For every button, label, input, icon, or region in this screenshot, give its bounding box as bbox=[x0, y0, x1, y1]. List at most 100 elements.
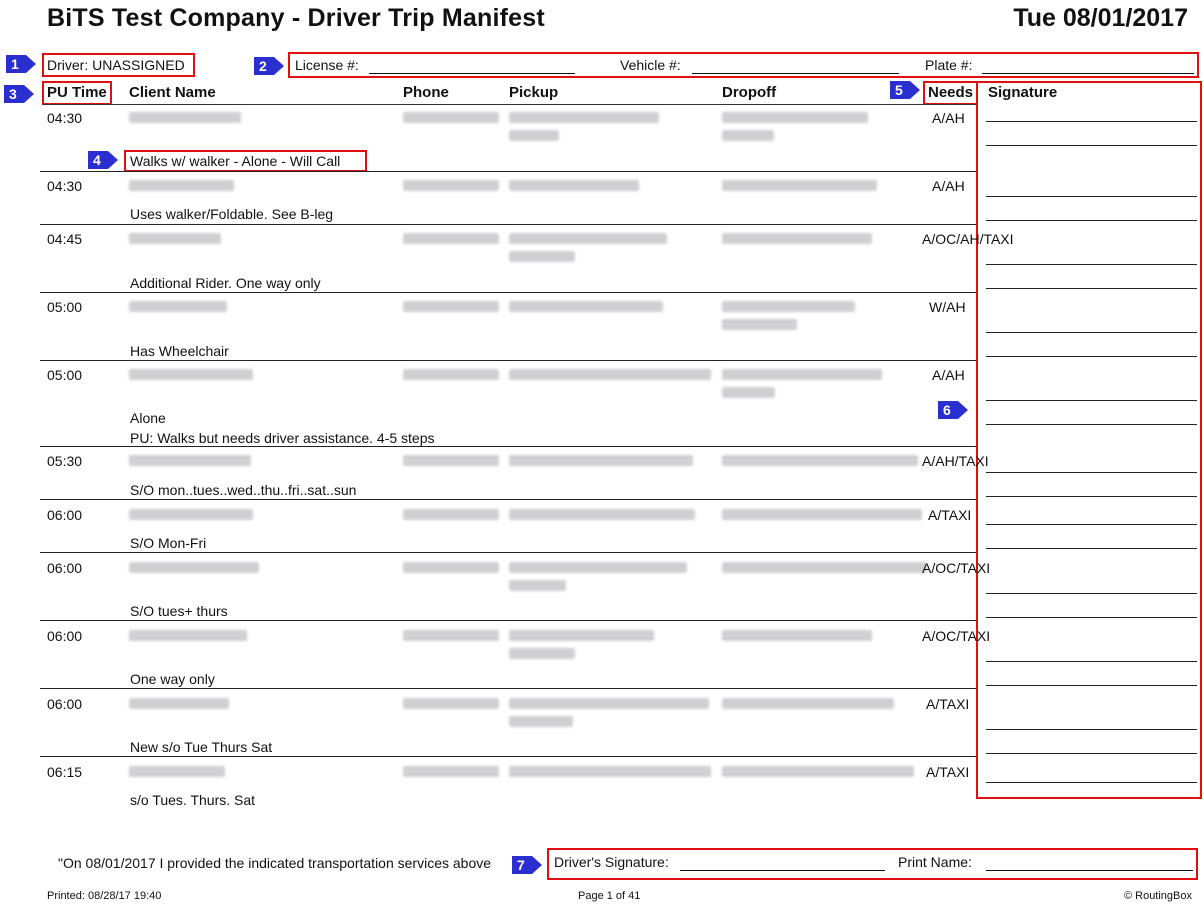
driver-label: Driver: UNASSIGNED bbox=[47, 57, 185, 73]
phone-redacted bbox=[403, 766, 499, 777]
signature-line bbox=[986, 400, 1197, 401]
pickup-redacted bbox=[509, 369, 711, 380]
trip-needs: A/TAXI bbox=[926, 696, 970, 712]
driver-signature-label: Driver's Signature: bbox=[554, 854, 669, 870]
signature-line bbox=[986, 496, 1197, 497]
signature-line bbox=[986, 753, 1197, 754]
signature-line bbox=[986, 332, 1197, 333]
trip-note: s/o Tues. Thurs. Sat bbox=[130, 792, 256, 808]
trip-time: 06:00 bbox=[47, 507, 83, 523]
dropoff-redacted-2 bbox=[722, 130, 774, 141]
callout-arrow-icon-6: 6 bbox=[938, 400, 968, 420]
col-phone: Phone bbox=[403, 84, 449, 101]
trip-time: 05:00 bbox=[47, 367, 83, 383]
trip-needs: A/AH/TAXI bbox=[922, 453, 989, 469]
dropoff-redacted bbox=[722, 630, 872, 641]
vehicle-line bbox=[692, 72, 899, 74]
manifest-date: Tue 08/01/2017 bbox=[1013, 4, 1188, 32]
dropoff-redacted bbox=[722, 112, 868, 123]
trip-time: 05:30 bbox=[47, 453, 83, 469]
trip-note: S/O mon..tues..wed..thu..fri..sat..sun bbox=[130, 482, 357, 498]
row-separator bbox=[40, 499, 976, 500]
client-name-redacted bbox=[129, 455, 251, 466]
signature-line bbox=[986, 685, 1197, 686]
phone-redacted bbox=[403, 180, 499, 191]
vehicle-label: Vehicle #: bbox=[620, 57, 681, 73]
callout-arrow-icon-7: 7 bbox=[512, 855, 542, 875]
callout-number: 2 bbox=[259, 58, 267, 74]
pickup-redacted-2 bbox=[509, 648, 575, 659]
trip-needs: A/OC/TAXI bbox=[922, 560, 991, 576]
dropoff-redacted-2 bbox=[722, 387, 775, 398]
callout-number: 3 bbox=[9, 86, 17, 102]
signature-line bbox=[986, 220, 1197, 221]
trip-time: 06:00 bbox=[47, 628, 83, 644]
driver-highlight-box bbox=[42, 53, 195, 77]
trip-note: Additional Rider. One way only bbox=[130, 275, 321, 291]
signature-line bbox=[986, 548, 1197, 549]
client-name-redacted bbox=[129, 630, 247, 641]
row-separator bbox=[40, 171, 976, 172]
dropoff-redacted bbox=[722, 766, 914, 777]
client-name-redacted bbox=[129, 180, 234, 191]
driver-signature-highlight-box bbox=[547, 848, 1198, 880]
signature-line bbox=[986, 472, 1197, 473]
callout-arrow-icon-4: 4 bbox=[88, 150, 118, 170]
row-separator bbox=[40, 552, 976, 553]
pickup-redacted bbox=[509, 112, 659, 123]
signature-line bbox=[986, 121, 1197, 122]
callout-arrow-icon-5: 5 bbox=[890, 80, 920, 100]
trip-time: 06:00 bbox=[47, 696, 83, 712]
phone-redacted bbox=[403, 233, 499, 244]
header-rule bbox=[43, 104, 976, 105]
callout-number: 4 bbox=[93, 152, 101, 168]
dropoff-redacted bbox=[722, 455, 918, 466]
callout-number: 7 bbox=[517, 857, 525, 873]
trip-time: 04:30 bbox=[47, 110, 83, 126]
callout-arrow-icon-3: 3 bbox=[4, 84, 34, 104]
plate-line bbox=[982, 72, 1194, 74]
trip-needs: A/AH bbox=[932, 367, 965, 383]
col-needs: Needs bbox=[928, 84, 974, 101]
callout-number: 5 bbox=[895, 82, 903, 98]
trip-note: S/O Mon-Fri bbox=[130, 535, 207, 551]
pickup-redacted bbox=[509, 180, 639, 191]
dropoff-redacted bbox=[722, 509, 922, 520]
client-name-redacted bbox=[129, 562, 259, 573]
col-pu-time: PU Time bbox=[47, 84, 107, 101]
dropoff-redacted bbox=[722, 369, 882, 380]
pickup-redacted bbox=[509, 766, 711, 777]
trip-time: 06:00 bbox=[47, 560, 83, 576]
trip-note: Uses walker/Foldable. See B-leg bbox=[130, 206, 334, 222]
trip-note-2: PU: Walks but needs driver assistance. 4… bbox=[130, 430, 435, 446]
signature-line bbox=[986, 782, 1197, 783]
print-name-line bbox=[986, 869, 1193, 871]
trip-needs: A/AH bbox=[932, 178, 965, 194]
row-separator bbox=[40, 620, 976, 621]
row-separator bbox=[40, 292, 976, 293]
driver-signature-line bbox=[680, 869, 885, 871]
trip-needs: A/TAXI bbox=[928, 507, 972, 523]
dropoff-redacted-2 bbox=[722, 319, 797, 330]
trip-needs: A/TAXI bbox=[926, 764, 970, 780]
trip-needs: A/OC/TAXI bbox=[922, 628, 991, 644]
phone-redacted bbox=[403, 455, 499, 466]
trip-note: New s/o Tue Thurs Sat bbox=[130, 739, 273, 755]
signature-line bbox=[986, 288, 1197, 289]
trip-needs: A/OC/AH/TAXI bbox=[922, 231, 1014, 247]
signature-column-highlight-box bbox=[976, 81, 1202, 799]
phone-redacted bbox=[403, 630, 499, 641]
phone-redacted bbox=[403, 698, 499, 709]
page-number: Page 1 of 41 bbox=[578, 890, 641, 902]
trip-note: Has Wheelchair bbox=[130, 343, 229, 359]
trip-note: One way only bbox=[130, 671, 215, 687]
phone-redacted bbox=[403, 509, 499, 520]
license-line bbox=[369, 72, 575, 74]
printed-timestamp: Printed: 08/28/17 19:40 bbox=[47, 890, 162, 902]
pickup-redacted bbox=[509, 455, 693, 466]
manifest-title: BiTS Test Company - Driver Trip Manifest bbox=[47, 4, 545, 32]
plate-label: Plate #: bbox=[925, 57, 973, 73]
print-name-label: Print Name: bbox=[898, 854, 972, 870]
license-label: License #: bbox=[295, 57, 359, 73]
pickup-redacted-2 bbox=[509, 716, 573, 727]
